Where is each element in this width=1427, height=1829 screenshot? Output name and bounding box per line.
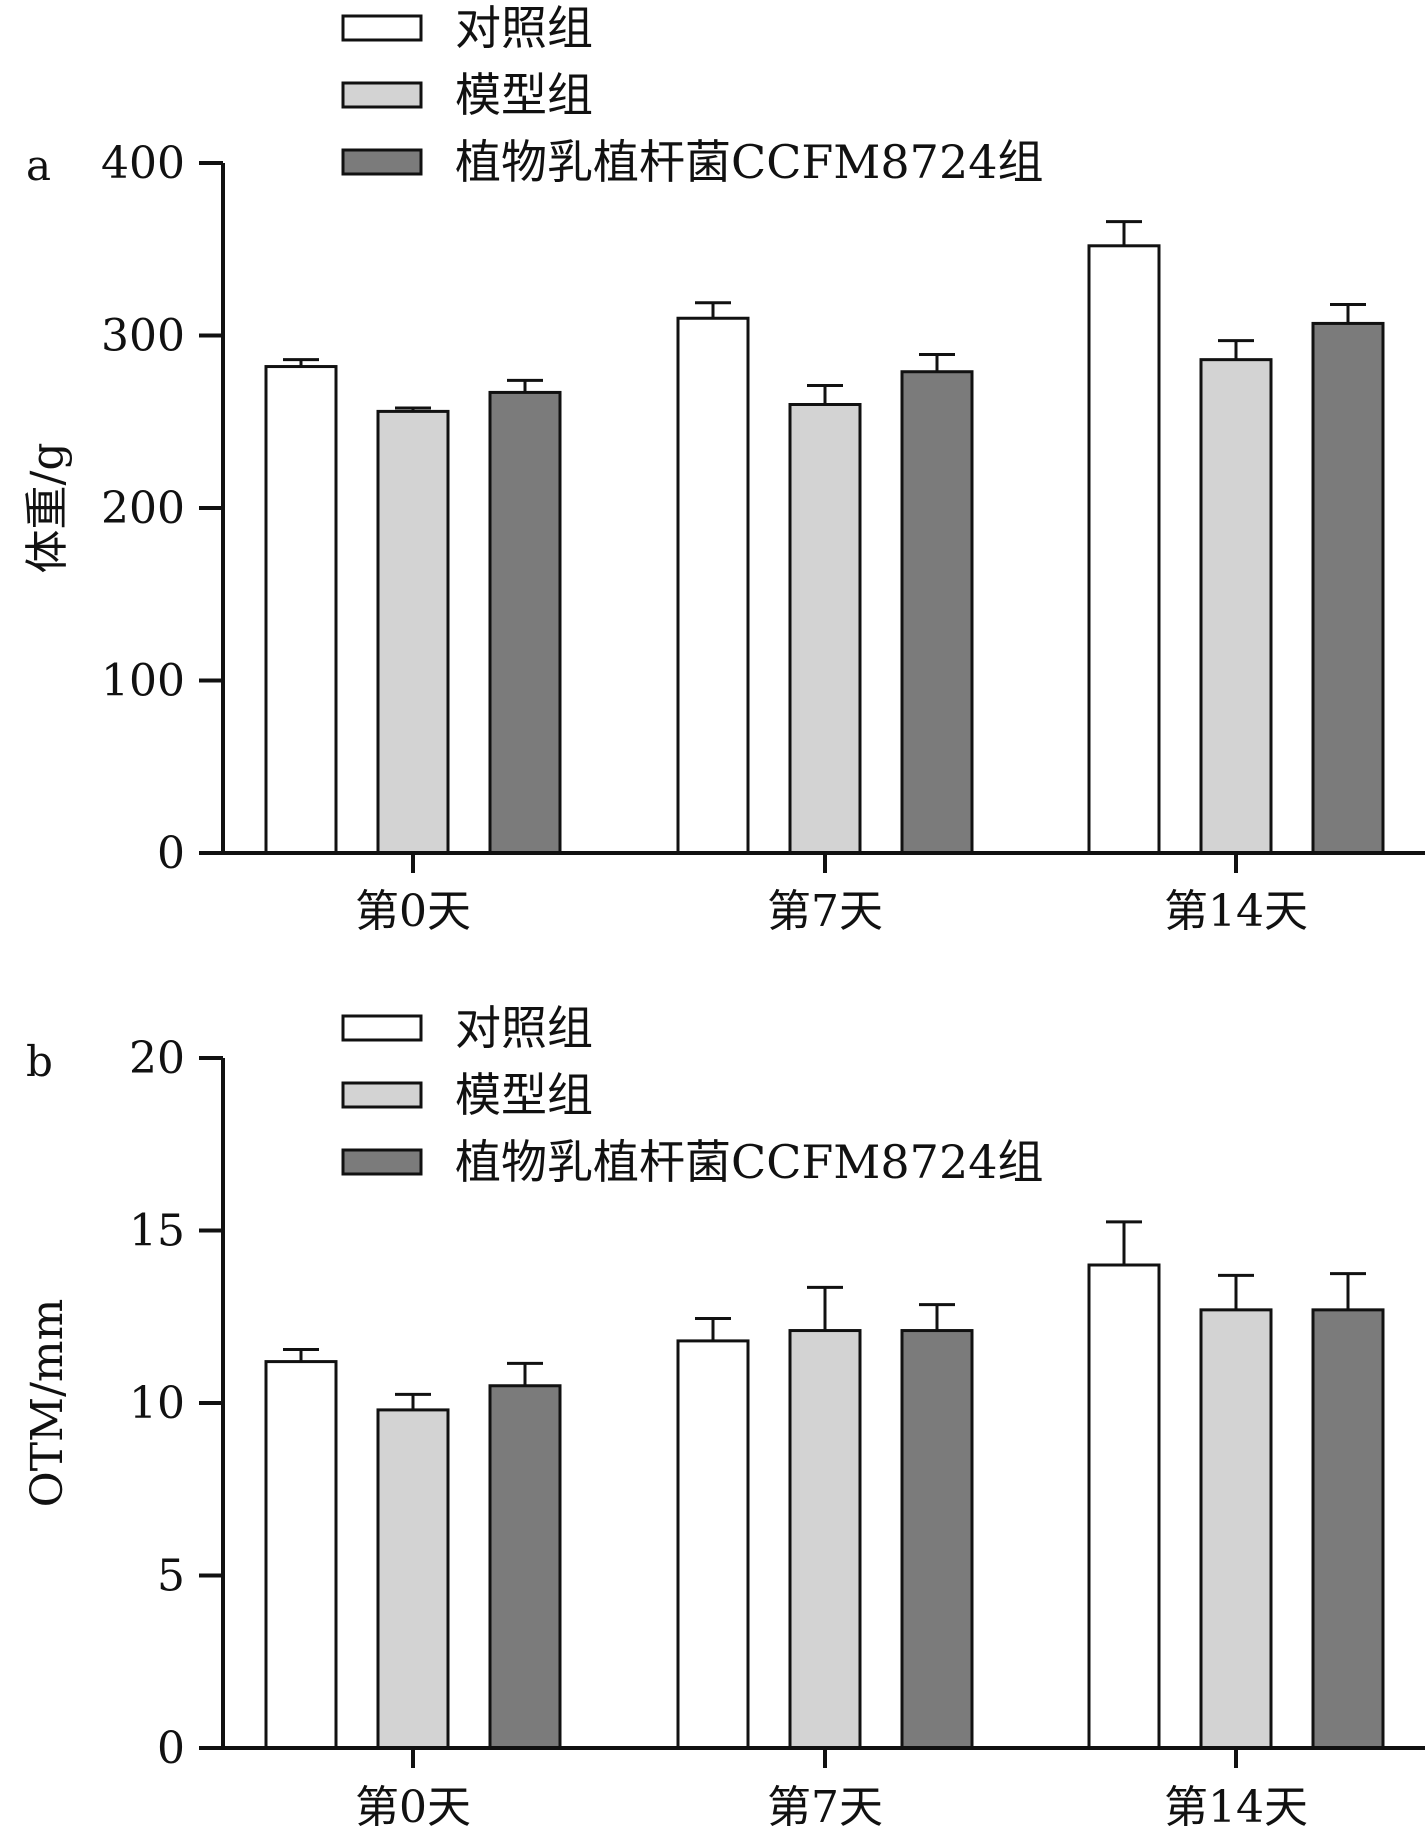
bar	[376, 1408, 450, 1750]
bar	[676, 1339, 750, 1750]
y-tick-label: 100	[101, 656, 185, 707]
legend-swatch	[341, 148, 423, 176]
legend-label: 植物乳植杆菌CCFM8724组	[455, 1135, 1043, 1189]
legend-label: 模型组	[455, 68, 593, 122]
y-tick-label: 5	[157, 1551, 185, 1602]
y-tick-label: 10	[129, 1378, 185, 1429]
y-tick-label: 400	[101, 138, 185, 189]
bar	[1311, 1308, 1385, 1750]
bar	[488, 1384, 562, 1750]
x-tick-label: 第7天	[767, 1782, 883, 1829]
bar	[900, 370, 974, 855]
x-tick-label: 第14天	[1164, 886, 1308, 937]
y-tick-label: 300	[101, 311, 185, 362]
legend-label: 对照组	[455, 1, 593, 55]
bar	[788, 403, 862, 855]
legend-label: 模型组	[455, 1068, 593, 1122]
y-axis-label: OTM/mm	[22, 1299, 73, 1508]
y-tick-label: 0	[157, 1723, 185, 1774]
legend-swatch	[341, 14, 423, 42]
panel-label: b	[26, 1037, 53, 1086]
legend-swatch	[341, 1148, 423, 1176]
x-tick-label: 第0天	[355, 1782, 471, 1829]
y-tick-label: 200	[101, 483, 185, 534]
bar	[1311, 321, 1385, 855]
panel-label: a	[26, 141, 51, 190]
x-tick-label: 第0天	[355, 886, 471, 937]
bar	[676, 316, 750, 855]
bar	[376, 409, 450, 855]
bar	[1199, 1308, 1273, 1750]
y-axis-label: 体重/g	[22, 443, 73, 574]
panel-a: a 0 100 200 300 400 体重/g 第0天 第7天 第14天 对照组模型组植物乳植杆菌…	[22, 1, 1425, 937]
y-tick-label: 15	[129, 1206, 185, 1257]
legend-swatch	[341, 1014, 423, 1042]
bar	[264, 1360, 338, 1750]
y-tick-label: 0	[157, 828, 185, 879]
x-tick-label: 第7天	[767, 886, 883, 937]
legend-label: 对照组	[455, 1001, 593, 1055]
bar	[1087, 1263, 1161, 1750]
bar	[788, 1329, 862, 1750]
y-tick-label: 20	[129, 1033, 185, 1084]
bar	[264, 365, 338, 855]
bar	[488, 390, 562, 855]
legend-label: 植物乳植杆菌CCFM8724组	[455, 135, 1043, 189]
bar	[900, 1329, 974, 1750]
legend-swatch	[341, 81, 423, 109]
legend-swatch	[341, 1081, 423, 1109]
bar	[1199, 358, 1273, 855]
bar	[1087, 244, 1161, 855]
x-tick-label: 第14天	[1164, 1782, 1308, 1829]
panel-b: b 0 5 10 15 20 OTM/mm 第0天 第7天 第14天 对照组模型组植物乳植杆菌CCF…	[22, 1001, 1425, 1829]
